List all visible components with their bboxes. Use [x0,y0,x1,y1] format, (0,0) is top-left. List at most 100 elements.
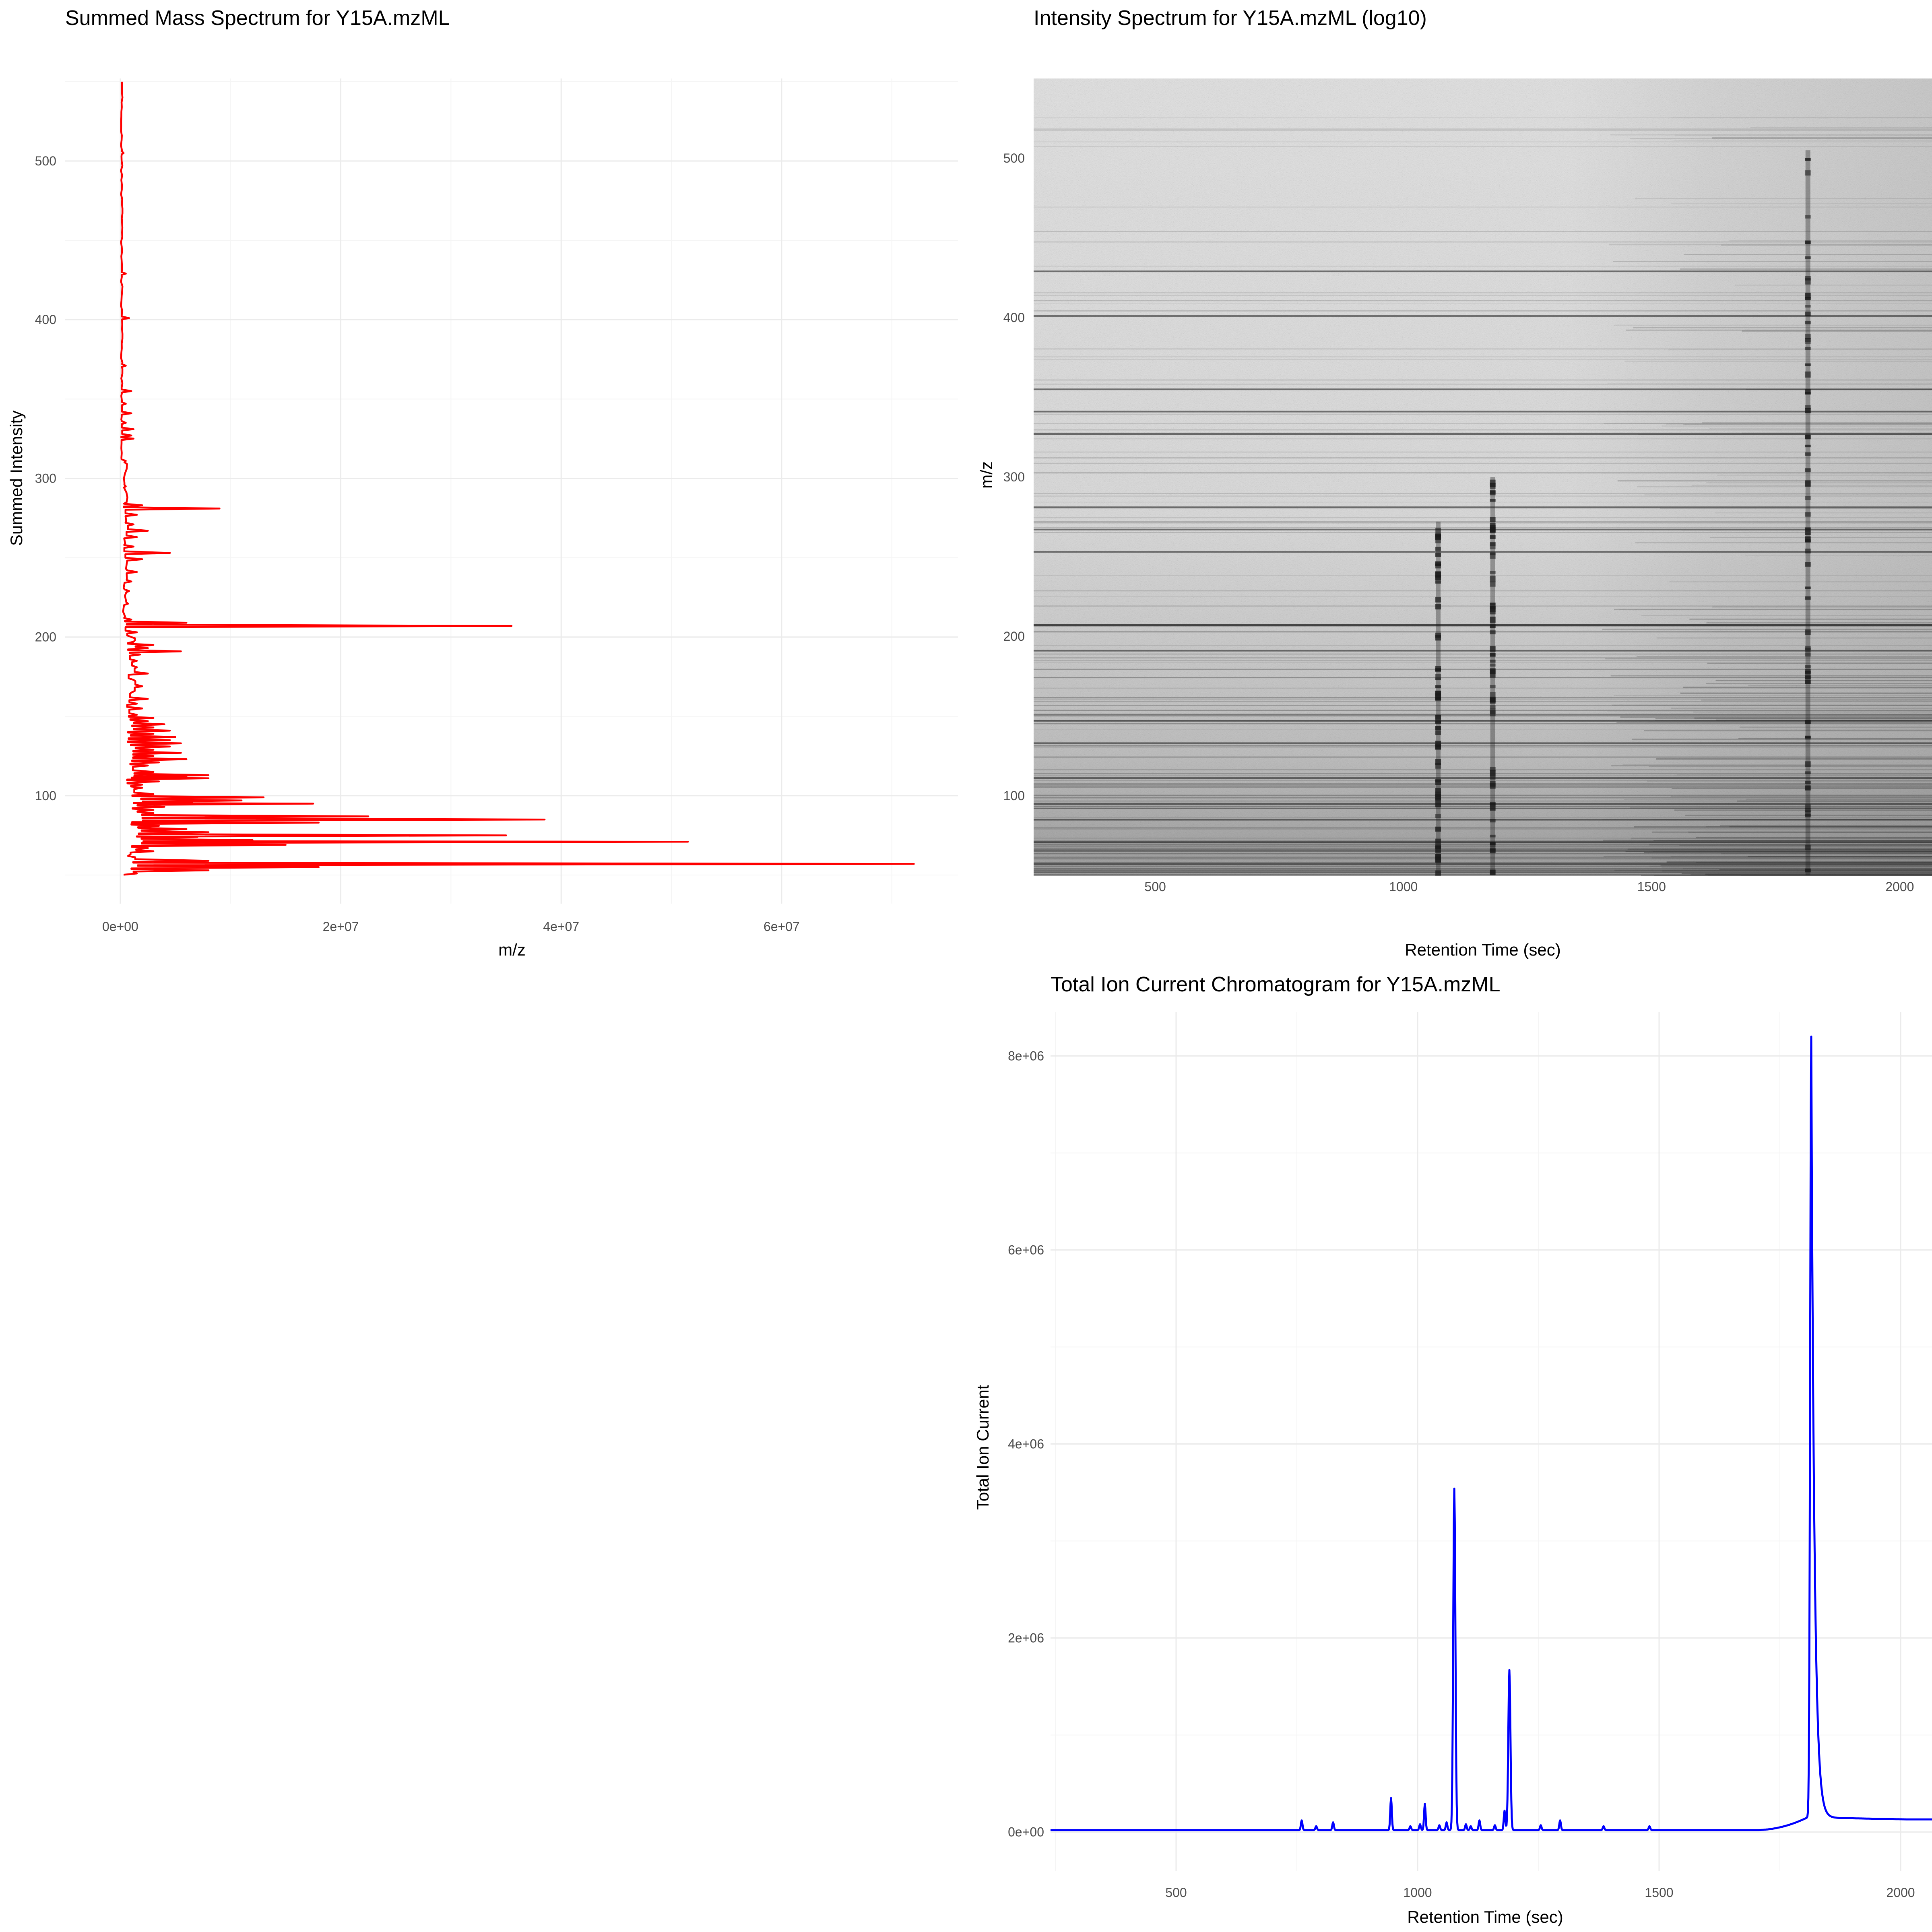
rt-band-spot [1805,548,1811,553]
rt-band-spot [1435,553,1441,557]
rt-band-spot [1435,547,1441,551]
tic-panel: Total Ion Current Chromatogram for Y15A.… [973,973,1932,1926]
rt-band-spot [1490,646,1496,652]
tic-x-ticks: 500 1000 1500 2000 [1165,1885,1915,1900]
rt-band-spot [1805,665,1811,669]
rt-band-spot [1435,539,1441,543]
rt-band-spot [1805,771,1811,774]
summed-spectrum-gridlines [65,78,958,904]
rt-band-spot [1490,581,1496,587]
rt-band-spot [1805,720,1811,724]
rt-band-spot [1490,542,1496,546]
y-tick-label: 300 [35,471,56,485]
rt-band-spot [1490,605,1496,609]
rt-band-spot [1490,869,1496,875]
rt-band-spot [1435,674,1441,678]
y-tick-label: 200 [1003,629,1025,644]
rt-band-spot [1805,562,1811,567]
y-tick-label: 2e+06 [1008,1631,1044,1645]
rt-band-spot [1435,726,1441,731]
rt-band-spot [1805,468,1811,472]
rt-band-spot [1490,848,1496,853]
y-tick-label: 8e+06 [1008,1049,1044,1063]
rt-band-spot [1490,552,1496,555]
rt-band-spot [1435,563,1441,569]
rt-band-spot [1435,668,1441,671]
rt-band-spot [1490,696,1496,702]
rt-band-spot [1805,671,1811,674]
rt-band-spot [1805,648,1811,653]
rt-band-spot [1435,572,1441,578]
rt-band-spot [1805,669,1811,673]
rt-band-spot [1805,814,1811,817]
rt-band-spot [1435,731,1441,735]
rt-band-spot [1435,721,1441,724]
rt-band-spot [1805,158,1811,161]
rt-band-spot [1490,805,1496,811]
summed-spectrum-x-label: m/z [498,940,526,959]
rt-band-spot [1490,652,1496,657]
rt-band-spot [1805,868,1811,873]
rt-band-spot [1490,499,1496,502]
rt-band-spot [1805,496,1811,500]
rt-band-spot [1435,802,1441,807]
rt-band-spot [1490,674,1496,678]
rt-band-spot [1805,735,1811,739]
rt-band-spot [1805,480,1811,487]
intensity-heatmap-y-label: m/z [977,461,996,489]
rt-band-spot [1805,215,1811,219]
x-tick-label: 2000 [1886,1885,1915,1900]
rt-band-spot [1805,629,1811,635]
y-tick-label: 0e+00 [1008,1825,1044,1839]
rt-band-spot [1805,389,1811,394]
rt-band-spot [1805,512,1811,517]
rt-band-spot [1490,517,1496,522]
y-tick-label: 500 [1003,151,1025,165]
rt-band-spot [1805,320,1811,324]
summed-spectrum-y-ticks: 100 200 300 400 500 [35,154,56,803]
intensity-heatmap-x-label: Retention Time (sec) [1405,940,1560,959]
rt-band-spot [1805,240,1811,244]
y-tick-label: 100 [35,788,56,803]
y-tick-label: 200 [35,630,56,644]
rt-band-spot [1805,596,1811,600]
rt-band-spot [1435,826,1441,832]
rt-band-spot [1435,677,1441,681]
rt-band-spot [1490,776,1496,780]
rt-band-spot [1805,452,1811,456]
rt-band-spot [1805,305,1811,308]
rt-band-spot [1805,363,1811,366]
rt-band-spot [1490,659,1496,663]
y-tick-label: 100 [1003,788,1025,803]
rt-band-spot [1805,679,1811,684]
summed-spectrum-x-ticks: 0e+00 2e+07 4e+07 6e+07 [102,919,800,934]
rt-band-spot [1490,603,1496,605]
rt-band-spot [1490,767,1496,771]
rt-band-spot [1435,788,1441,793]
rt-band-spot [1435,845,1441,849]
tic-line [1050,1035,1932,1831]
rt-band-spot [1490,616,1496,623]
rt-band-spot [1805,408,1811,413]
rt-band-spot [1490,571,1496,574]
rt-band-spot [1435,763,1441,769]
rt-band-spot [1435,597,1441,603]
rt-band-spot [1435,604,1441,610]
rt-band-spot [1490,624,1496,628]
rt-band-spot [1805,312,1811,316]
rt-band-spot [1435,528,1441,534]
rt-band-spot [1435,838,1441,844]
rt-band-spot [1435,779,1441,785]
intensity-heatmap-x-ticks: 500 1000 1500 2000 [1144,879,1914,894]
y-tick-label: 400 [35,312,56,327]
x-tick-label: 500 [1165,1885,1187,1900]
y-tick-label: 300 [1003,470,1025,484]
rt-band-spot [1805,845,1811,850]
rt-band-spot [1805,761,1811,767]
rt-band-spot [1435,854,1441,859]
summed-spectrum-title: Summed Mass Spectrum for Y15A.mzML [65,6,450,30]
rt-band-spot [1490,663,1496,667]
rt-band-spot [1435,798,1441,803]
intensity-heatmap-panel: Intensity Spectrum for Y15A.mzML (log10)… [977,6,1932,959]
rt-band-spot [1805,804,1811,809]
